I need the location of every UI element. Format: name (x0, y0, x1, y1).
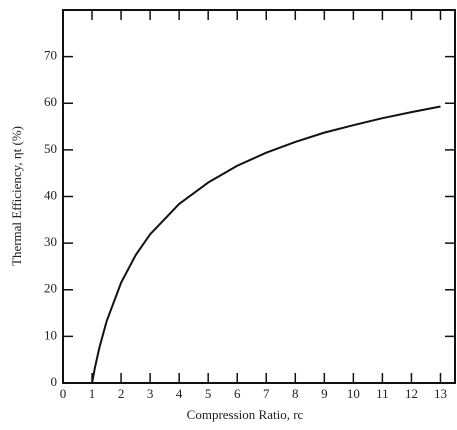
x-axis-label: Compression Ratio, rc (187, 407, 304, 422)
plot-frame (62, 9, 456, 384)
y-tick-label: 20 (44, 281, 57, 296)
x-tick-label: 10 (347, 386, 360, 401)
x-tick-label: 6 (234, 386, 241, 401)
y-tick-label: 30 (44, 234, 57, 249)
x-tick-label: 4 (176, 386, 183, 401)
x-tick-label: 12 (405, 386, 418, 401)
y-axis-label: Thermal Efficiency, ηt (%) (9, 126, 24, 266)
x-tick-label: 3 (147, 386, 154, 401)
x-tick-label: 5 (205, 386, 212, 401)
x-tick-label: 9 (321, 386, 328, 401)
data-line (91, 105, 441, 384)
x-tick-label: 7 (263, 386, 270, 401)
y-tick-label: 60 (44, 94, 57, 109)
x-tick-label: 11 (376, 386, 389, 401)
y-tick-label: 0 (51, 374, 58, 389)
y-tick-label: 50 (44, 141, 57, 156)
x-tick-label: 2 (118, 386, 125, 401)
y-tick-label: 40 (44, 187, 57, 202)
x-tick-label: 8 (292, 386, 299, 401)
y-tick-label: 10 (44, 327, 57, 342)
x-tick-label: 1 (89, 386, 96, 401)
x-tick-label: 0 (60, 386, 67, 401)
y-tick-label: 70 (44, 48, 57, 63)
x-tick-label: 13 (434, 386, 447, 401)
